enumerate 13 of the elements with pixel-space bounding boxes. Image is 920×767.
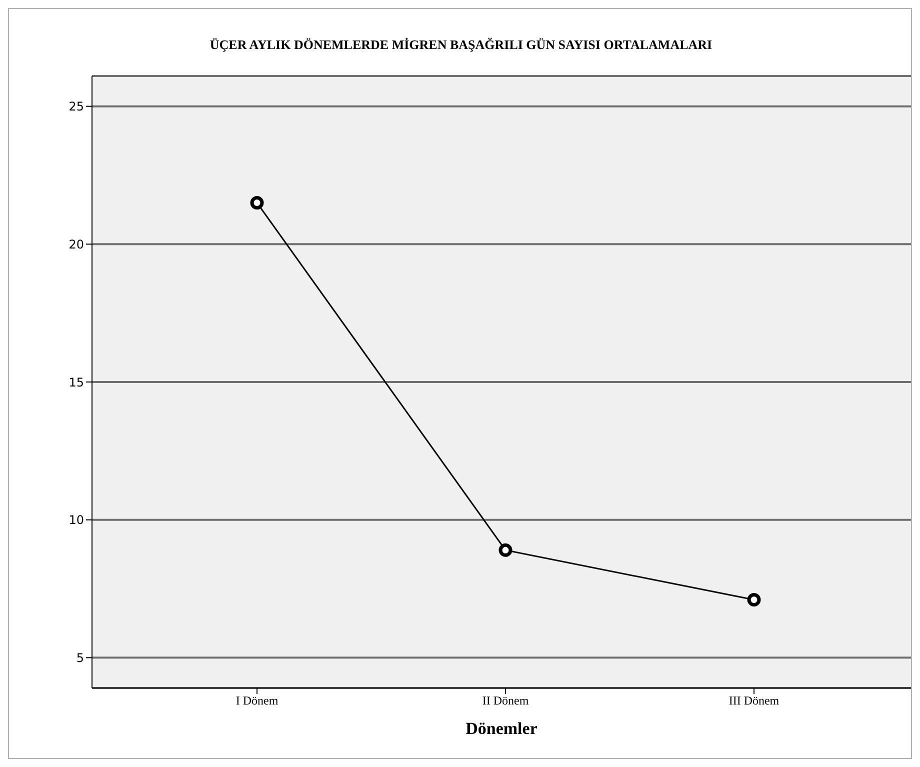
point xyxy=(747,593,761,607)
y-tick-label: 15 xyxy=(68,375,84,390)
point xyxy=(250,196,264,210)
x-tick-label: III Dönem xyxy=(728,694,780,708)
point xyxy=(498,543,512,557)
x-axis-title: Dönemler xyxy=(466,719,538,738)
y-tick-label: 10 xyxy=(68,513,84,528)
y-tick-label: 25 xyxy=(68,100,84,114)
chart-title: ÜÇER AYLIK DÖNEMLERDE MİGREN BAŞAĞRILI GÜN SAYISI ORTALAMALARI xyxy=(208,37,714,53)
y-tick-label: 20 xyxy=(68,237,84,252)
x-tick-label: II Dönem xyxy=(482,694,530,708)
x-tick-label: I Dönem xyxy=(236,694,279,708)
y-tick-label: 5 xyxy=(76,650,84,665)
